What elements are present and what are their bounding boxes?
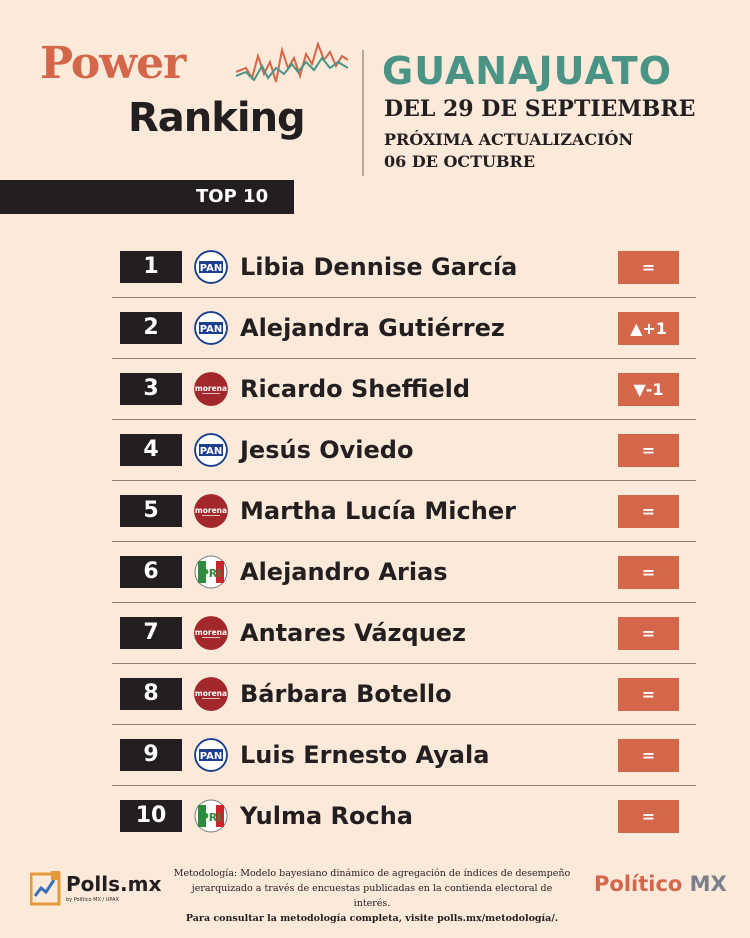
- row-divider: [112, 419, 696, 420]
- pri-logo-icon: PRI: [194, 799, 228, 833]
- ranking-row: 2 PAN Alejandra Gutiérrez ▲+1: [0, 298, 750, 359]
- methodology-line-1: Metodología: Modelo bayesiano dinámico d…: [173, 868, 571, 879]
- svg-text:PAN: PAN: [200, 751, 223, 762]
- rank-change-badge: =: [618, 495, 679, 528]
- row-divider: [112, 724, 696, 725]
- row-divider: [112, 358, 696, 359]
- svg-text:PRI: PRI: [201, 811, 222, 824]
- rank-change-badge: =: [618, 739, 679, 772]
- methodology-note: Metodología: Modelo bayesiano dinámico d…: [172, 866, 572, 926]
- rank-number: 9: [120, 739, 182, 771]
- header-divider: [362, 50, 364, 176]
- sparkline-icon: [236, 40, 348, 83]
- rank-number: 8: [120, 678, 182, 710]
- ranking-row: 3 morena Ricardo Sheffield ▼-1: [0, 359, 750, 420]
- svg-text:morena: morena: [195, 384, 227, 393]
- candidate-name: Martha Lucía Micher: [240, 497, 516, 525]
- ranking-row: 7 morena Antares Vázquez =: [0, 603, 750, 664]
- date-line: DEL 29 DE SEPTIEMBRE: [384, 96, 696, 122]
- rank-change-badge: =: [618, 678, 679, 711]
- polls-chart-icon: [30, 871, 61, 906]
- rank-number: 4: [120, 434, 182, 466]
- next-update-label: PRÓXIMA ACTUALIZACIÓN: [384, 130, 634, 149]
- ranking-row: 1 PAN Libia Dennise García =: [0, 237, 750, 298]
- morena-logo-icon: morena: [194, 372, 228, 406]
- top10-bar: [0, 180, 294, 214]
- svg-text:morena: morena: [195, 506, 227, 515]
- rank-change-badge: =: [618, 617, 679, 650]
- svg-text:PRI: PRI: [201, 567, 222, 580]
- svg-text:PAN: PAN: [200, 446, 223, 457]
- ranking-row: 8 morena Bárbara Botello =: [0, 664, 750, 725]
- mx-word: MX: [682, 872, 727, 896]
- rank-change-badge: ▲+1: [618, 312, 679, 345]
- next-update-date: 06 DE OCTUBRE: [384, 152, 536, 171]
- title-power: Power: [40, 38, 186, 89]
- candidate-name: Jesús Oviedo: [240, 436, 414, 464]
- candidate-name: Libia Dennise García: [240, 253, 518, 281]
- pri-logo-icon: PRI: [194, 555, 228, 589]
- rank-change-badge: =: [618, 434, 679, 467]
- morena-logo-icon: morena: [194, 616, 228, 650]
- rank-number: 6: [120, 556, 182, 588]
- polls-logo: Polls.mx by Político MX / UPAX: [30, 868, 162, 910]
- row-divider: [112, 480, 696, 481]
- morena-logo-icon: morena: [194, 494, 228, 528]
- ranking-row: 10 PRI Yulma Rocha =: [0, 786, 750, 847]
- rank-number: 1: [120, 251, 182, 283]
- candidate-name: Bárbara Botello: [240, 680, 452, 708]
- rank-change-badge: =: [618, 556, 679, 589]
- svg-text:PAN: PAN: [200, 263, 223, 274]
- pan-logo-icon: PAN: [194, 250, 228, 284]
- svg-text:morena: morena: [195, 628, 227, 637]
- row-divider: [112, 541, 696, 542]
- title-ranking: Ranking: [128, 95, 306, 141]
- row-divider: [112, 602, 696, 603]
- row-divider: [112, 785, 696, 786]
- candidate-name: Alejandra Gutiérrez: [240, 314, 505, 342]
- pan-logo-icon: PAN: [194, 738, 228, 772]
- rank-number: 5: [120, 495, 182, 527]
- candidate-name: Luis Ernesto Ayala: [240, 741, 490, 769]
- candidate-name: Alejandro Arias: [240, 558, 448, 586]
- svg-text:morena: morena: [195, 689, 227, 698]
- ranking-row: 9 PAN Luis Ernesto Ayala =: [0, 725, 750, 786]
- rank-number: 10: [120, 800, 182, 832]
- row-divider: [112, 297, 696, 298]
- rank-number: 3: [120, 373, 182, 405]
- svg-text:PAN: PAN: [200, 324, 223, 335]
- morena-logo-icon: morena: [194, 677, 228, 711]
- rank-number: 7: [120, 617, 182, 649]
- rank-change-badge: =: [618, 251, 679, 284]
- ranking-row: 5 morena Martha Lucía Micher =: [0, 481, 750, 542]
- rank-change-badge: =: [618, 800, 679, 833]
- candidate-name: Antares Vázquez: [240, 619, 467, 647]
- politico-word: Político: [594, 872, 683, 896]
- candidate-name: Ricardo Sheffield: [240, 375, 471, 403]
- pan-logo-icon: PAN: [194, 433, 228, 467]
- candidate-name: Yulma Rocha: [240, 802, 413, 830]
- pan-logo-icon: PAN: [194, 311, 228, 345]
- ranking-row: 4 PAN Jesús Oviedo =: [0, 420, 750, 481]
- methodology-line-3: Para consultar la metodología completa, …: [185, 913, 559, 924]
- rank-change-badge: ▼-1: [618, 373, 679, 406]
- polls-sub: by Político MX / UPAX: [66, 897, 119, 903]
- politico-mx-logo: Político MX: [594, 874, 727, 895]
- rank-number: 2: [120, 312, 182, 344]
- ranking-row: 6 PRI Alejandro Arias =: [0, 542, 750, 603]
- header: Power Ranking GUANAJUATO DEL 29 DE SEPTI…: [0, 0, 750, 180]
- state-title: GUANAJUATO: [382, 49, 673, 93]
- top10-label: TOP 10: [196, 186, 269, 207]
- methodology-line-2: jerarquizado a través de encuestas publi…: [191, 883, 553, 909]
- row-divider: [112, 663, 696, 664]
- polls-brand: Polls.mx: [66, 872, 162, 896]
